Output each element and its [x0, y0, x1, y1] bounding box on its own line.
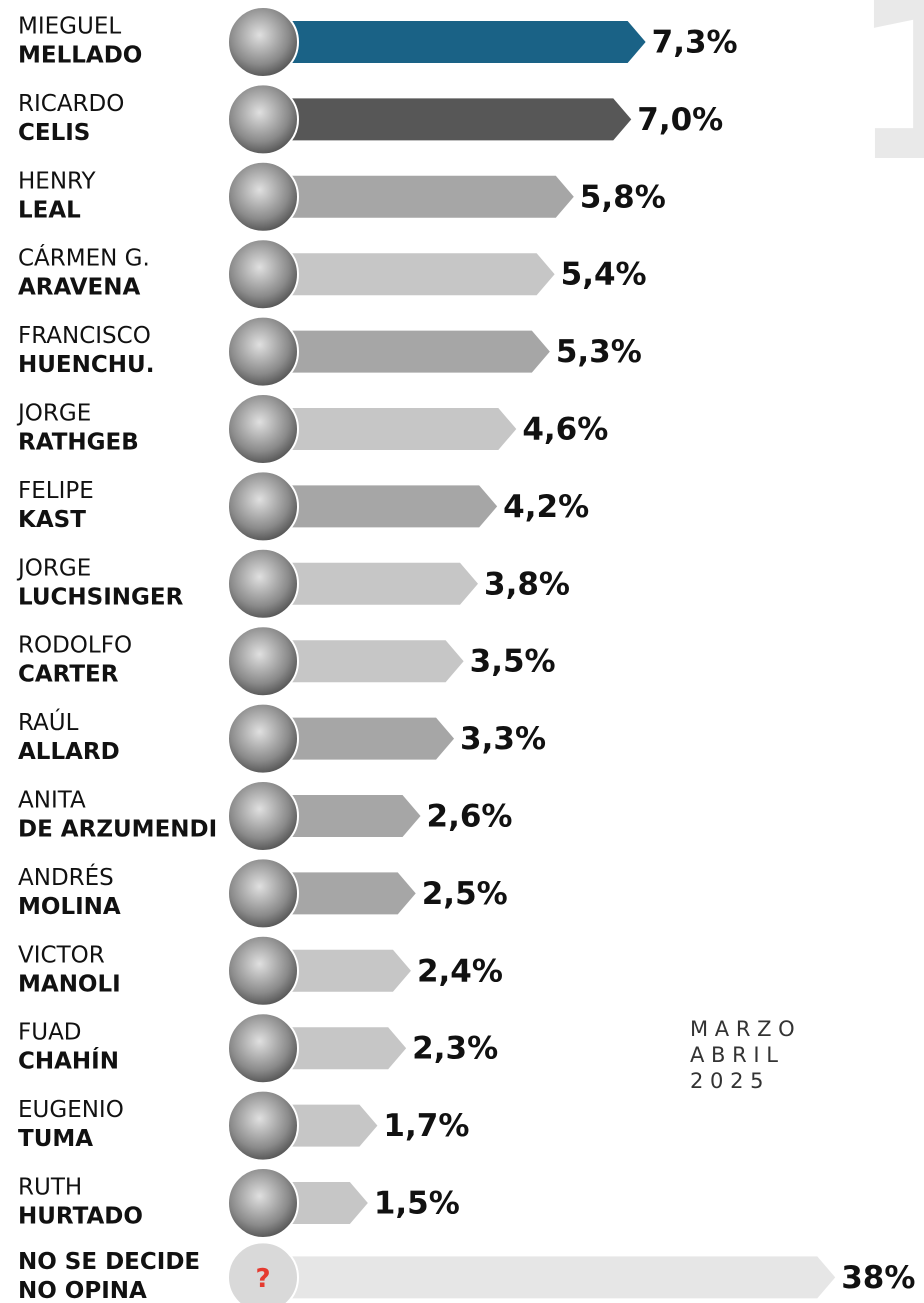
first-name: CÁRMEN G. — [18, 244, 150, 272]
photo — [228, 626, 298, 696]
last-name: HUENCHU. — [18, 352, 154, 378]
photo — [228, 317, 298, 387]
last-name: CHAHÍN — [18, 1047, 119, 1075]
first-name: FELIPE — [18, 478, 94, 504]
badge: 1 — [848, 0, 924, 213]
photo — [228, 858, 298, 928]
last-name: LUCHSINGER — [18, 584, 184, 610]
value-label: 5,8% — [580, 179, 666, 215]
photo — [228, 549, 298, 619]
value-label: 3,5% — [470, 644, 556, 680]
photo — [228, 84, 298, 154]
chart: 1 M A R Z OA B R I L2 0 2 5 MIEGUEL MELLA… — [0, 0, 924, 1303]
last-name: MELLADO — [18, 43, 142, 69]
value-label: 2,5% — [422, 876, 508, 912]
bar — [262, 21, 646, 63]
last-name: ALLARD — [18, 739, 120, 765]
first-name: EUGENIO — [18, 1097, 124, 1123]
photo — [228, 239, 298, 309]
first-name: ANITA — [18, 788, 86, 814]
value-label: 5,4% — [561, 257, 647, 293]
value-label: 2,4% — [417, 953, 503, 989]
first-name: RAÚL — [18, 708, 79, 736]
first-name: FRANCISCO — [18, 323, 151, 349]
photo — [228, 162, 298, 232]
photo — [228, 1168, 298, 1238]
first-name: FUAD — [18, 1020, 82, 1046]
first-name: HENRY — [18, 168, 97, 194]
period-line: 2 0 2 5 — [690, 1069, 763, 1093]
photo — [228, 781, 298, 851]
value-label: 3,3% — [460, 721, 546, 757]
undecided-label: NO SE DECIDE — [18, 1249, 200, 1275]
value-label: 3,8% — [484, 566, 570, 602]
value-label: 4,2% — [503, 489, 589, 525]
first-name: ANDRÉS — [18, 863, 114, 891]
first-name: JORGE — [16, 401, 91, 427]
bar — [262, 176, 574, 218]
bar — [262, 331, 550, 373]
undecided-label: NO OPINA — [18, 1278, 147, 1303]
photo — [228, 1091, 298, 1161]
value-label: 2,3% — [412, 1031, 498, 1067]
first-name: RUTH — [18, 1175, 82, 1201]
value-label: 7,0% — [637, 102, 723, 138]
bar — [262, 1256, 835, 1298]
value-label: 4,6% — [522, 412, 608, 448]
value-label: 1,7% — [383, 1108, 469, 1144]
last-name: ARAVENA — [18, 275, 141, 301]
value-label: 1,5% — [374, 1186, 460, 1222]
last-name: RATHGEB — [18, 430, 139, 456]
first-name: RICARDO — [18, 91, 124, 117]
unknown-marker: ? — [255, 1264, 270, 1294]
period: M A R Z OA B R I L2 0 2 5 — [690, 1017, 795, 1093]
period-line: M A R Z O — [690, 1017, 795, 1041]
value-label: 38% — [841, 1260, 915, 1296]
photo — [228, 1013, 298, 1083]
bar — [262, 98, 631, 140]
value-label: 7,3% — [652, 25, 738, 61]
last-name: LEAL — [18, 197, 81, 223]
photo — [228, 394, 298, 464]
first-name: JORGE — [16, 555, 91, 581]
value-label: 5,3% — [556, 334, 642, 370]
last-name: MOLINA — [18, 894, 121, 920]
period-line: A B R I L — [690, 1043, 778, 1067]
first-name: MIEGUEL — [18, 14, 121, 40]
last-name: CARTER — [18, 662, 119, 688]
first-name: VICTOR — [18, 942, 105, 968]
value-label: 2,6% — [427, 799, 513, 835]
last-name: MANOLI — [18, 971, 121, 997]
last-name: HURTADO — [18, 1204, 143, 1230]
bar — [262, 408, 516, 450]
last-name: TUMA — [18, 1126, 93, 1152]
photo — [228, 704, 298, 774]
last-name: CELIS — [18, 120, 90, 146]
last-name: DE ARZUMENDI — [18, 817, 217, 843]
photo — [228, 471, 298, 541]
last-name: KAST — [18, 507, 86, 533]
photo — [228, 936, 298, 1006]
first-name: RODOLFO — [18, 633, 132, 659]
bar — [262, 253, 555, 295]
photo — [228, 7, 298, 77]
